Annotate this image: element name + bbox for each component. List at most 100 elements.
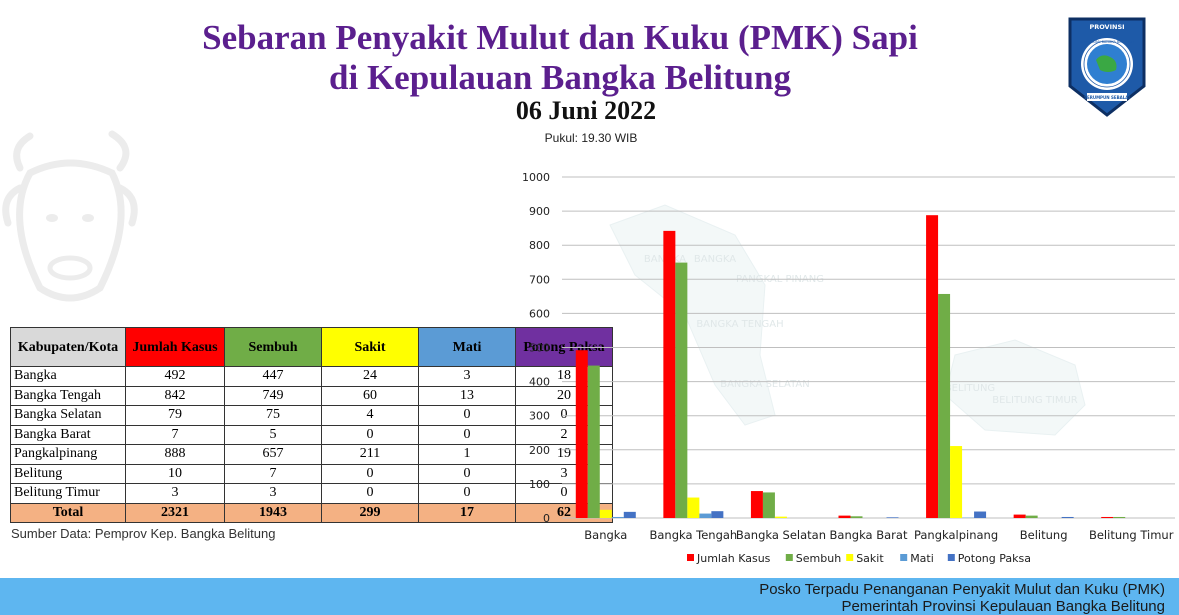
total-sakit: 299	[321, 502, 419, 523]
y-tick-label: 0	[543, 512, 550, 525]
cell-sembuh: 749	[224, 385, 322, 406]
data-source: Sumber Data: Pemprov Kep. Bangka Belitun…	[11, 526, 276, 541]
bar	[1061, 516, 1074, 518]
legend-swatch	[687, 554, 694, 561]
title-line-1: Sebaran Penyakit Mulut dan Kuku (PMK) Sa…	[202, 18, 918, 57]
footer-bar: Posko Terpadu Penanganan Penyakit Mulut …	[0, 578, 1179, 615]
header-sakit: Sakit	[321, 327, 419, 367]
cow-illustration	[2, 130, 138, 302]
y-tick-label: 300	[529, 410, 550, 423]
y-tick-label: 700	[529, 273, 550, 286]
legend-label: Sakit	[856, 552, 884, 565]
footer-line-2: Pemerintah Provinsi Kepulauan Bangka Bel…	[841, 598, 1165, 615]
y-tick-label: 200	[529, 444, 550, 457]
cell-sembuh: 447	[224, 366, 322, 387]
total-jumlah-kasus: 2321	[125, 502, 225, 523]
y-tick-label: 900	[529, 205, 550, 218]
bar	[711, 511, 724, 518]
x-tick-label: Bangka Tengah	[649, 528, 737, 542]
table-row: Pangkalpinang 888 657 211 1 19	[10, 444, 613, 465]
header-mati: Mati	[418, 327, 516, 367]
pmk-data-table: Kabupaten/Kota Jumlah Kasus Sembuh Sakit…	[10, 327, 613, 523]
y-tick-label: 600	[529, 307, 550, 320]
x-tick-label: Belitung	[1020, 528, 1068, 542]
cell-jumlah-kasus: 10	[125, 463, 225, 484]
cell-name: Bangka Tengah	[10, 385, 126, 406]
x-tick-label: Bangka Barat	[830, 528, 908, 542]
page-title: Sebaran Penyakit Mulut dan Kuku (PMK) Sa…	[0, 18, 1120, 98]
bar	[974, 511, 987, 518]
total-sembuh: 1943	[224, 502, 322, 523]
bar	[950, 446, 963, 518]
legend-label: Potong Paksa	[958, 552, 1031, 565]
x-tick-label: Bangka	[584, 528, 627, 542]
bar	[675, 262, 688, 518]
cell-name: Bangka Barat	[10, 424, 126, 445]
footer-text: Posko Terpadu Penanganan Penyakit Mulut …	[759, 581, 1165, 615]
y-tick-label: 400	[529, 376, 550, 389]
cell-mati: 1	[418, 444, 516, 465]
bar	[850, 516, 863, 518]
logo-ring-text: KEPULAUAN BANGKA BELITUNG	[1080, 40, 1134, 44]
cell-name: Belitung Timur	[10, 483, 126, 504]
bar	[699, 513, 712, 518]
legend-swatch	[947, 554, 955, 561]
total-name: Total	[10, 502, 126, 523]
cell-sakit: 0	[321, 424, 419, 445]
map-label: BANGKA	[694, 254, 736, 265]
report-time: Pukul: 19.30 WIB	[544, 131, 638, 145]
bar	[886, 517, 899, 518]
bar	[1013, 514, 1026, 518]
cell-mati: 13	[418, 385, 516, 406]
cell-sakit: 60	[321, 385, 419, 406]
cell-sakit: 0	[321, 483, 419, 504]
bar	[599, 509, 612, 518]
bar	[687, 497, 700, 518]
y-tick-label: 1000	[522, 171, 550, 184]
header-sembuh: Sembuh	[224, 327, 322, 367]
cell-mati: 0	[418, 424, 516, 445]
cell-sakit: 4	[321, 405, 419, 426]
header-jumlah-kasus: Jumlah Kasus	[125, 327, 225, 367]
bar	[926, 215, 939, 518]
bar	[1113, 516, 1126, 518]
y-tick-label: 500	[529, 342, 550, 355]
cell-sembuh: 3	[224, 483, 322, 504]
cell-mati: 0	[418, 463, 516, 484]
cell-mati: 0	[418, 483, 516, 504]
cell-jumlah-kasus: 3	[125, 483, 225, 504]
bar	[663, 230, 676, 518]
logo-top-text: PROVINSI	[1089, 23, 1124, 31]
cell-jumlah-kasus: 842	[125, 385, 225, 406]
legend-label: Mati	[910, 552, 934, 565]
header-kabupaten: Kabupaten/Kota	[10, 327, 126, 367]
cell-name: Bangka	[10, 366, 126, 387]
bar	[774, 516, 787, 518]
bar	[575, 350, 588, 518]
table-total-row: Total 2321 1943 299 17 62	[10, 502, 613, 523]
bar	[1025, 515, 1038, 518]
map-label: BANGKA TENGAH	[696, 319, 783, 330]
logo-motto: SERUMPUN SEBALAI	[1084, 95, 1130, 100]
cell-sakit: 24	[321, 366, 419, 387]
cell-name: Belitung	[10, 463, 126, 484]
bar	[611, 516, 624, 518]
map-belitung-island	[944, 339, 1086, 436]
legend-label: Sembuh	[796, 552, 841, 565]
bar	[587, 365, 600, 518]
cell-jumlah-kasus: 888	[125, 444, 225, 465]
map-label: BELITUNG TIMUR	[992, 395, 1078, 406]
cell-sakit: 211	[321, 444, 419, 465]
cell-jumlah-kasus: 7	[125, 424, 225, 445]
cell-sakit: 0	[321, 463, 419, 484]
bar	[750, 491, 763, 518]
x-tick-label: Belitung Timur	[1089, 528, 1174, 542]
cell-jumlah-kasus: 492	[125, 366, 225, 387]
cell-sembuh: 5	[224, 424, 322, 445]
bar	[838, 515, 851, 518]
x-tick-label: Pangkalpinang	[914, 528, 998, 542]
cell-sembuh: 657	[224, 444, 322, 465]
bar	[1101, 516, 1114, 518]
legend-swatch	[846, 554, 854, 561]
